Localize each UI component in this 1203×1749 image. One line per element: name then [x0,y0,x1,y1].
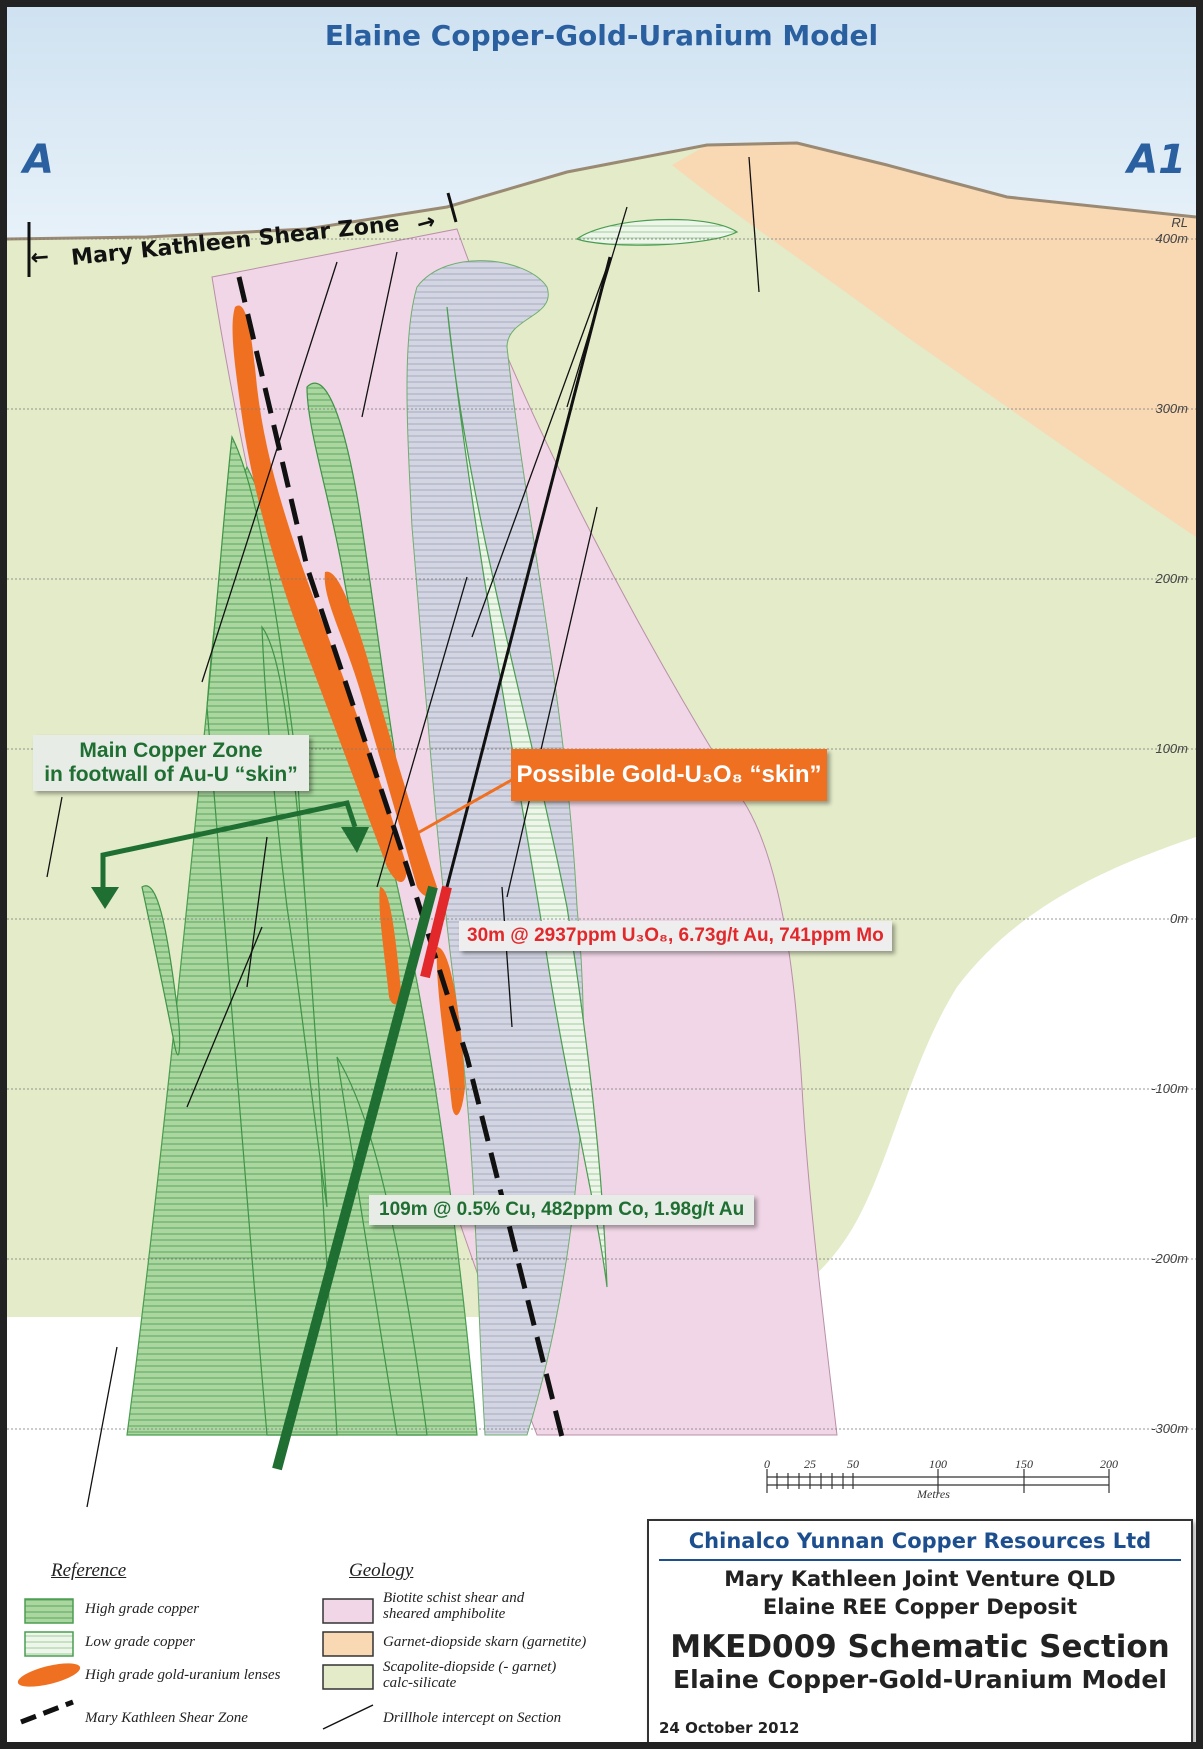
legend-reference-item-4: Mary Kathleen Shear Zone [85,1710,248,1727]
legend-swatch-calc-silicate [323,1665,373,1689]
scale-tick-25: 25 [804,1457,816,1472]
legend-reference-item-2: Low grade copper [85,1634,195,1651]
section-name: MKED009 Schematic Section [649,1629,1191,1665]
elevation-label-100: 100m [1155,741,1188,756]
legend-geology-item-4: Drillhole intercept on Section [383,1710,561,1727]
diagram-title: Elaine Copper-Gold-Uranium Model [7,19,1196,52]
legend-reference-item-3: High grade gold-uranium lenses [85,1667,280,1684]
main-copper-callout-line2: in footwall of Au-U “skin” [37,763,305,787]
elevation-label-400: 400m [1155,231,1188,246]
uranium-intercept-callout: 30m @ 2937ppm U₃O₈, 6.73g/t Au, 741ppm M… [459,921,892,951]
scale-tick-200: 200 [1100,1457,1118,1472]
elevation-label-minus100: -100m [1151,1081,1188,1096]
company-name: Chinalco Yunnan Copper Resources Ltd [649,1529,1191,1553]
section-start-label: A [23,137,54,183]
legend-geology-item-1-line1: Biotite schist shear and [383,1590,524,1606]
copper-intercept-callout: 109m @ 0.5% Cu, 482ppm Co, 1.98g/t Au [369,1195,754,1225]
elevation-label-minus300: -300m [1151,1421,1188,1436]
shear-zone-left-arrow: ← [30,245,50,271]
legend-geology-item-3-line1: Scapolite-diopside (- garnet) [383,1659,556,1675]
scale-tick-150: 150 [1015,1457,1033,1472]
legend-swatch-low-grade-copper [25,1632,73,1656]
section-end-label: A1 [1127,137,1186,183]
gold-skin-callout: Possible Gold-U₃O₈ “skin” [511,749,827,801]
main-copper-callout: Main Copper Zone in footwall of Au-U “sk… [33,735,309,791]
legend-reference-heading: Reference [51,1560,126,1582]
title-block-divider [659,1559,1181,1561]
legend-geology-item-3: Scapolite-diopside (- garnet) calc-silic… [383,1659,556,1691]
legend-geology-item-1: Biotite schist shear and sheared amphibo… [383,1590,524,1622]
legend-swatch-schist [323,1599,373,1623]
scale-tick-100: 100 [929,1457,947,1472]
cross-section-diagram: Mary Kathleen Shear Zone ← → [7,7,1196,1742]
main-copper-callout-line1: Main Copper Zone [37,739,305,763]
elevation-label-300: 300m [1155,401,1188,416]
legend-geology-item-1-line2: sheared amphibolite [383,1606,524,1622]
elevation-label-0: 0m [1170,911,1188,926]
legend-geology-heading: Geology [349,1560,413,1582]
legend-reference-item-1: High grade copper [85,1601,199,1618]
title-block: Chinalco Yunnan Copper Resources Ltd Mar… [647,1519,1193,1745]
scale-tick-50: 50 [847,1457,859,1472]
elevation-label-minus200: -200m [1151,1251,1188,1266]
rl-label: RL [1171,215,1188,230]
scale-unit: Metres [917,1487,950,1502]
scale-tick-0: 0 [764,1457,770,1472]
model-name: Elaine Copper-Gold-Uranium Model [649,1665,1191,1694]
elevation-label-200: 200m [1155,571,1188,586]
document-date: 24 October 2012 [659,1719,800,1737]
project-name: Mary Kathleen Joint Venture QLD [649,1567,1191,1591]
legend-swatch-high-grade-copper [25,1599,73,1623]
legend-geology-item-3-line2: calc-silicate [383,1675,556,1691]
legend-swatch-skarn [323,1632,373,1656]
legend-geology-item-2: Garnet-diopside skarn (garnetite) [383,1634,586,1651]
deposit-name: Elaine REE Copper Deposit [649,1595,1191,1619]
